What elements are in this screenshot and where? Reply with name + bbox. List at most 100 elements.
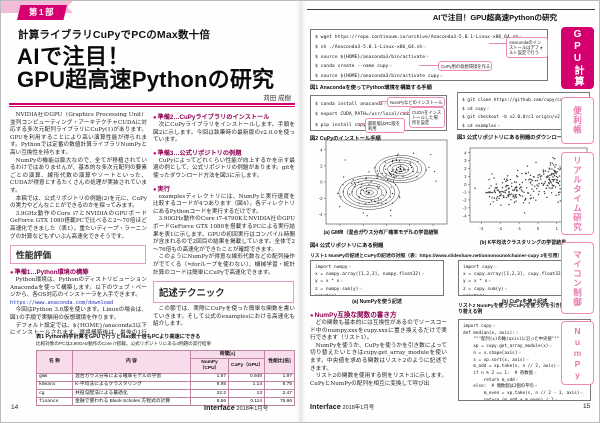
section-heading-technique: 記述テクニック — [153, 281, 294, 304]
paragraph: リスト2の関数を使用する例をリスト3に示します。CuPyとNumPyの配列を相互… — [310, 373, 447, 387]
running-head-rule — [307, 9, 595, 10]
subsection-run: ●実行 — [153, 185, 170, 193]
list1-caption: リスト1 NumPyの記述とCuPyの記述の対照（表：https://www.s… — [310, 254, 563, 259]
y-tick-label: 2 — [320, 163, 323, 168]
subsection-prep1: ●準備1…Python環境の構築 — [10, 269, 89, 277]
bullet-icon: ● — [153, 115, 157, 121]
enter-key-icon: ⏎ — [340, 278, 343, 284]
list2-caption: リスト2 NumPyを使うかCuPyを使うかを引き数によって切り替える例 — [458, 304, 589, 315]
table-row: gmm 混合ガウス分布による確率モデルの学習 1.87 0.949 1.97 — [36, 372, 295, 382]
code-line: return (m_odd + m_even) / 2⏎ — [463, 396, 557, 401]
y-tick-label: 2 — [464, 166, 467, 171]
figure4b-caption: (b) K平均法クラスタリングの学習結果 — [479, 240, 567, 246]
table1-subcaption: 比較対象のPCは3.90GHz動作のCore i7搭載。公式リポジトリにある4例… — [36, 341, 212, 346]
callout-connector — [489, 43, 506, 44]
sidebar-tab-3: リアルタイム研究 — [561, 152, 594, 235]
author-name: 苅田 成樹 — [263, 95, 291, 102]
code-line: n = x.shape[axis]⏎ — [463, 349, 521, 356]
table-cell-numpy: 1.87 — [190, 372, 229, 382]
enter-key-icon: ⏎ — [518, 349, 521, 355]
figure1-callout-venv: CuPy用の仮想環境を作る — [438, 61, 492, 72]
code-line: if n % 2 == 1: # 奇数個⏎ — [463, 369, 537, 376]
enter-key-icon: ⏎ — [423, 43, 426, 49]
table-cell-ratio: 1.97 — [264, 372, 295, 382]
paragraph: 本稿では、公式リポジトリの例題(2)を元に、CuPyの実力やどんなことができるの… — [10, 195, 147, 210]
enter-key-icon: ⏎ — [485, 292, 489, 296]
y-tick-label: 3 — [464, 158, 467, 163]
paragraph: NumPyの機能は膨大なので、全てが移植されているわけではありませんが、基本的な… — [10, 157, 147, 194]
list2-code-box: import cupy⏎ def median(x, axis):⏎ """配列(… — [458, 319, 591, 401]
enter-key-icon: ⏎ — [440, 73, 443, 79]
table-cell-ratio: 2.47 — [264, 389, 295, 399]
running-head: AIで注目！GPU超高速Pythonの研究 — [432, 13, 557, 22]
x-tick-label: 0 — [537, 226, 540, 231]
y-tick-label: -1 — [463, 190, 467, 195]
col-header-time: 時間[s] — [190, 349, 265, 360]
col-header-ratio: 性能比[倍] — [264, 350, 295, 374]
table-cell-numpy: 32.2 — [190, 389, 229, 399]
enter-key-icon: ⏎ — [421, 271, 425, 277]
table-cell-desc: K-平均法によるクラスタリング — [72, 380, 191, 391]
paragraph: NVIDIA社のGPU（Graphics Processing Unit）並列コ… — [10, 112, 147, 156]
table-cell-name: gmm — [36, 372, 73, 382]
code-line: $ source ${HOME}/anaconda3/bin/activate … — [315, 73, 443, 80]
callout-connector — [379, 101, 387, 102]
table-row: kmeans K-平均法によるクラスタリング 9.98 1.14 8.75 — [36, 380, 295, 391]
code-line: y = x * x⏎ — [463, 278, 491, 285]
list1b-caption: (b) CuPyを使う記述 — [501, 299, 548, 305]
subsection-prep3: ●準備3…公式リポジトリの例題 — [153, 149, 242, 157]
code-line: $ wget https://repo.continuum.io/archive… — [315, 33, 543, 43]
table-cell-desc: 混合ガウス分布による確率モデルの学習 — [72, 372, 191, 382]
magazine-logo: Interface — [204, 405, 235, 412]
right-footer: Interface 2018年1月号 — [310, 403, 374, 411]
callout-connector — [401, 112, 409, 113]
enter-key-icon: ⏎ — [348, 264, 351, 269]
article-kicker: 計算ライブラリCuPyでPCのMax数十倍 — [18, 29, 211, 41]
sidebar-tab-4: マイコン制御 — [561, 242, 594, 314]
x-tick-label: 1 — [556, 226, 559, 231]
code-line: $ conda create --name cupy⏎ — [315, 63, 392, 70]
article-title-line2: GPU超高速Pythonの研究 — [17, 67, 275, 92]
table-cell-cupy: 13 — [228, 389, 265, 399]
y-tick-label: -2 — [319, 196, 323, 201]
enter-key-icon: ⏎ — [515, 376, 519, 382]
paragraph: examplesディレクトリには、NumPyと実行速度を比較するコードが4つあり… — [153, 193, 295, 215]
figure3-caption: 図3 公式リポジトリにある例題のダウンロード手順 — [457, 135, 578, 141]
y-tick-label: -4 — [463, 213, 467, 218]
left-footer: Interface 2018年1月号 — [204, 404, 268, 412]
bullet-icon: ● — [153, 150, 157, 157]
paragraph: 次にCuPyライブラリをインストールします。手順を図2に示します。今回は執筆時の… — [153, 122, 295, 144]
code-line: else: # 偶数個は2個の平均⏎ — [463, 383, 538, 390]
col-header-desc: 内 容 — [72, 350, 191, 374]
table-cell-name: cg — [36, 389, 73, 399]
paragraph: 3.9GHz動作のCore i7とNVIDIAのGPUボードGeForce GT… — [10, 210, 147, 240]
paragraph: どの関数も基本的には互換性があるのでソースコード中のnumpy.xxxをcupy… — [310, 320, 447, 342]
subsection-prep2: ●準備2…CuPyライブラリのインストール — [153, 114, 270, 121]
callout-connector — [419, 65, 438, 66]
enter-key-icon: ⏎ — [534, 383, 538, 389]
enter-key-icon: ⏎ — [504, 285, 508, 291]
paragraph: Python環境は、Pythonのディストリビューション Anacondaを使っ… — [10, 277, 147, 299]
code-line: $ source ${HOME}/anaconda3/bin/activate⏎ — [315, 53, 429, 60]
list1a-caption: (a) NumPyを使う記述 — [352, 299, 402, 305]
enter-key-icon: ⏎ — [554, 396, 557, 401]
enter-key-icon: ⏎ — [533, 369, 537, 375]
code-line: x = numpy.array([1,2,3], numpy.float32)⏎ — [315, 271, 425, 278]
bullet-icon: ● — [310, 313, 314, 319]
figure2-callout-rc: 最新版はRC版を利用 — [365, 118, 405, 134]
code-line: print(z)⏎ — [463, 292, 586, 296]
enter-key-icon: ⏎ — [497, 122, 500, 128]
col-header-name: 名 称 — [36, 350, 73, 374]
code-line: def median(x, axis):⏎ — [463, 329, 519, 336]
paragraph: CuPyによってどれくらい性能が向上するかを示す最適の例として、公式リポジトリの… — [153, 157, 295, 179]
paragraph: このようにNumPyが得意な線形代数などの配列操作がでてくる（≒forループを使… — [153, 254, 295, 276]
enter-key-icon: ⏎ — [389, 63, 392, 69]
benchmark-table-grid: 名 称 内 容 時間[s] 性能比[倍] NumPy（CPU） CuPy（GPU… — [36, 349, 295, 407]
y-tick-label: 1 — [464, 174, 467, 179]
y-tick-label: 4 — [464, 150, 467, 155]
sidebar-tab-5: NumPy — [561, 321, 594, 385]
paragraph: この節では、実際にCuPyを使った簡単な関数を書いていきます。そして公式のexa… — [153, 306, 295, 328]
table1-caption: 表1 Python科学計算をGPUで行うとMax数十倍もPCより高速にできる — [36, 334, 201, 340]
figure2-callout-cuda: CUDAをインストールした場所を設定 — [409, 107, 445, 128]
code-line: s = xp.sort(x, axis)⏎ — [463, 356, 529, 363]
